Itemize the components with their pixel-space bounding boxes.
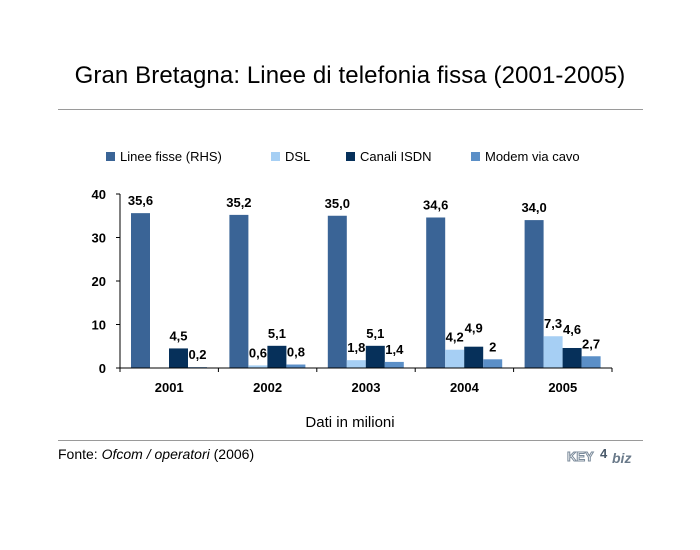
y-tick-label: 20 [92,274,106,289]
bar [346,360,366,368]
bar [131,213,150,368]
data-label: 0,6 [249,345,267,360]
bar [169,348,188,368]
data-label: 35,0 [325,196,350,211]
chart-title: Gran Bretagna: Linee di telefonia fissa … [74,62,626,89]
bar [483,359,503,368]
bar-chart: Linee fisse (RHS) DSL Canali ISDN Modem via… [92,149,613,395]
bar [384,361,404,368]
bar [464,346,484,368]
data-label: 4,6 [563,322,581,337]
data-label: 4,9 [465,321,483,336]
x-tick-label: 2004 [450,380,480,395]
data-label: 0,8 [287,345,305,360]
bar [426,217,446,368]
bar [327,215,347,368]
title-divider [58,109,643,110]
bar [581,356,601,368]
data-label: 4,2 [446,330,464,345]
y-tick-label: 30 [92,231,106,246]
bar [267,345,287,368]
data-label: 5,1 [268,326,286,341]
legend-label: Canali ISDN [360,149,432,164]
legend-label: Linee fisse (RHS) [120,149,222,164]
chart-subtitle: Dati in milioni [305,414,395,431]
data-label: 7,3 [544,316,562,331]
y-tick-label: 10 [92,318,106,333]
legend-swatch [471,152,480,161]
legend-swatch [106,152,115,161]
key4biz-logo: KEY 4 biz [567,446,632,466]
bar [248,365,268,368]
data-label: 35,2 [226,195,251,210]
data-label: 34,6 [423,197,448,212]
data-label: 2,7 [582,336,600,351]
bar [543,336,563,368]
bar [286,364,306,368]
x-tick-label: 2003 [352,380,381,395]
logo-text-number: 4 [600,446,608,461]
bar [524,220,544,368]
data-label: 1,4 [385,342,404,357]
y-tick-label: 40 [92,187,106,202]
source-name: Ofcom / operatori [101,446,210,462]
data-label: 5,1 [366,326,384,341]
bar [445,349,465,368]
data-label: 35,6 [128,193,153,208]
data-label: 4,5 [169,328,187,343]
data-label: 2 [489,339,496,354]
bar [365,345,385,368]
source-suffix: (2006) [209,446,255,462]
logo-text-key: KEY [567,449,594,464]
data-label: 0,2 [188,347,206,362]
legend-swatch [271,152,280,161]
data-label: 1,8 [347,340,365,355]
x-tick-label: 2001 [155,380,184,395]
legend-swatch [346,152,355,161]
bar [229,214,249,368]
legend-label: Modem via cavo [485,149,580,164]
data-label: 34,0 [521,200,546,215]
source-prefix: Fonte: [58,446,102,462]
x-tick-label: 2005 [548,380,577,395]
legend-label: DSL [285,149,310,164]
source-note: Fonte: Ofcom / operatori (2006) [58,446,254,462]
y-tick-label: 0 [99,361,106,376]
x-tick-label: 2002 [253,380,282,395]
logo-text-biz: biz [612,450,631,466]
footer-divider [58,440,643,441]
bar [562,347,582,368]
